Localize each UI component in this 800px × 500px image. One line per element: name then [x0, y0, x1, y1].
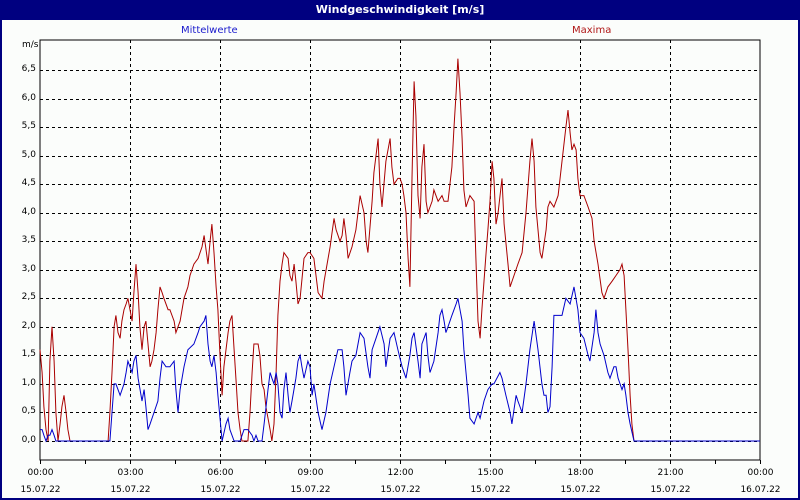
- y-tick-label: 2,0: [21, 320, 36, 331]
- x-tick-label: 21:00 15.07.22: [650, 468, 691, 495]
- window-title: Windgeschwindigkeit [m/s]: [315, 3, 485, 16]
- y-tick-label: 2,5: [21, 291, 36, 302]
- y-tick-label: 4,0: [21, 206, 36, 217]
- series-mittelwerte-line: [40, 286, 760, 443]
- y-tick-label: 6,0: [21, 92, 36, 103]
- y-tick-label: 1,0: [21, 377, 36, 388]
- y-tick-label: 1,5: [21, 348, 36, 359]
- y-tick-label: 0,5: [21, 405, 36, 416]
- series-maxima-line: [39, 58, 760, 442]
- x-tick-label: 09:00 15.07.22: [290, 468, 331, 495]
- y-tick-label: 3,0: [21, 263, 36, 274]
- y-tick-label: 4,5: [21, 177, 36, 188]
- y-tick-label: 0,0: [21, 434, 36, 445]
- legend-max: Maxima: [572, 25, 612, 36]
- y-tick-label: 6,5: [21, 63, 36, 74]
- x-tick-label: 00:00 15.07.22: [20, 468, 61, 495]
- legend-mean: Mittelwerte: [181, 25, 238, 36]
- y-tick-label: 5,5: [21, 120, 36, 131]
- y-tick-label: 3,5: [21, 234, 36, 245]
- x-tick-label: 06:00 15.07.22: [200, 468, 241, 495]
- x-tick-label: 12:00 15.07.22: [380, 468, 421, 495]
- x-tick-label: 00:00 16.07.22: [740, 468, 781, 495]
- y-axis-unit: m/s: [22, 40, 39, 50]
- x-tick-label: 18:00 15.07.22: [560, 468, 601, 495]
- x-tick-label: 15:00 15.07.22: [470, 468, 511, 495]
- x-tick-label: 03:00 15.07.22: [110, 468, 151, 495]
- x-axis-minor-ticks: [40, 460, 761, 464]
- y-tick-label: 5,0: [21, 149, 36, 160]
- grid-lines: [40, 40, 760, 460]
